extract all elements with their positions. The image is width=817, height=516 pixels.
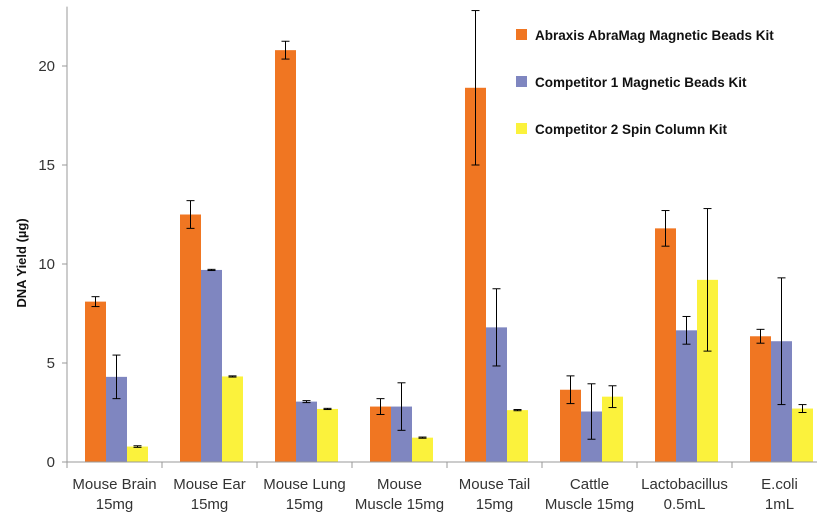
error-bar (91, 296, 100, 308)
error-bar (777, 277, 786, 406)
legend-label: Competitor 1 Magnetic Beads Kit (535, 75, 747, 90)
error-bar (682, 315, 691, 345)
error-bar (703, 208, 712, 352)
x-category-label: Mouse Ear (173, 476, 246, 493)
bar (676, 330, 697, 462)
bar (201, 269, 222, 462)
error-bar (281, 40, 290, 60)
bar (370, 406, 391, 462)
bar (317, 408, 338, 462)
bar (465, 87, 486, 462)
error-bar (798, 404, 807, 413)
error-bar (133, 445, 142, 448)
bar (750, 336, 771, 462)
bar (486, 327, 507, 462)
error-bar (608, 385, 617, 409)
legend-swatch (516, 123, 527, 134)
x-category-label: 15mg (286, 496, 324, 513)
error-bar (207, 268, 216, 272)
x-category-label: Mouse Lung (263, 476, 346, 493)
x-category-label: Muscle 15mg (355, 496, 444, 513)
error-bar (397, 382, 406, 431)
error-bar (661, 210, 670, 247)
y-axis-title: DNA Yield (µg) (14, 218, 29, 307)
bar (412, 437, 433, 462)
legend-swatch (516, 29, 527, 40)
bar (106, 376, 127, 462)
error-bar (418, 436, 427, 439)
legend-swatch (516, 76, 527, 87)
x-category-label: 0.5mL (664, 496, 706, 513)
bar (655, 228, 676, 462)
x-category-label: Mouse Brain (72, 476, 156, 493)
bar (697, 279, 718, 462)
error-bar (302, 400, 311, 404)
error-bar (492, 288, 501, 367)
error-bar (513, 409, 522, 412)
x-category-label: Mouse Tail (459, 476, 530, 493)
error-bar (186, 200, 195, 229)
bar (391, 406, 412, 462)
x-category-label: Cattle (570, 476, 609, 493)
y-tick-label: 10 (38, 256, 55, 273)
legend: Abraxis AbraMag Magnetic Beads Kit Compet… (516, 28, 774, 137)
legend-label: Competitor 2 Spin Column Kit (535, 122, 727, 137)
x-category-label: 15mg (476, 496, 514, 513)
x-category-label: 15mg (191, 496, 229, 513)
legend-label: Abraxis AbraMag Magnetic Beads Kit (535, 28, 774, 43)
error-bar (471, 10, 480, 166)
x-category-label: Lactobacillus (641, 476, 728, 493)
bar (602, 396, 623, 462)
x-category-label: E.coli (761, 476, 798, 493)
y-tick-label: 5 (47, 355, 55, 372)
error-bar (323, 407, 332, 411)
bar (792, 408, 813, 462)
bar (275, 50, 296, 462)
error-bar (376, 398, 385, 415)
x-category-label: 1mL (765, 496, 794, 513)
error-bar (228, 375, 237, 378)
bar (127, 446, 148, 462)
x-axis: Mouse Brain 15mg Mouse Ear 15mg Mouse Lung 15… (66, 461, 817, 513)
bar (85, 301, 106, 462)
bar (296, 401, 317, 462)
error-bar (587, 383, 596, 440)
x-category-label: 15mg (96, 496, 134, 513)
bar (507, 410, 528, 462)
x-category-label: Muscle 15mg (545, 496, 634, 513)
y-tick-label: 0 (47, 454, 55, 471)
error-bar (566, 375, 575, 405)
bar (180, 214, 201, 462)
bar-group (85, 10, 813, 462)
y-axis: 0 5 10 15 20 (38, 6, 68, 471)
error-bar (756, 328, 765, 344)
error-bar (112, 354, 121, 400)
y-tick-label: 20 (38, 58, 55, 75)
x-category-label: Mouse (377, 476, 422, 493)
bar (560, 389, 581, 462)
y-tick-label: 15 (38, 157, 55, 174)
bar (222, 376, 243, 462)
